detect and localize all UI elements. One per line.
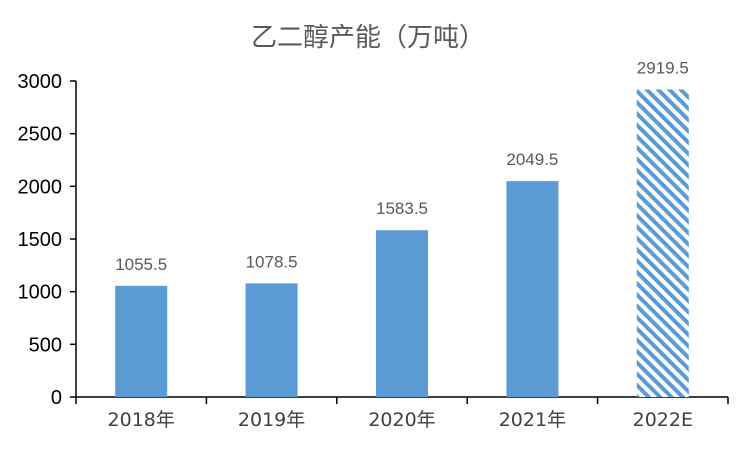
x-category-label: 2021年 (499, 409, 566, 431)
data-label: 1583.5 (376, 199, 428, 218)
y-tick-label: 2500 (18, 124, 63, 146)
x-category-label: 2022E (633, 409, 693, 431)
axes (70, 80, 729, 404)
chart-title: 乙二醇产能（万吨） (251, 23, 485, 53)
bar (506, 181, 559, 397)
x-category-label: 2020年 (368, 409, 435, 431)
bar (115, 285, 168, 397)
y-tick-label: 1000 (18, 282, 63, 304)
y-tick-label: 500 (29, 334, 62, 356)
bars (115, 89, 689, 397)
x-category-label: 2019年 (238, 409, 305, 431)
x-category-label: 2018年 (108, 409, 175, 431)
bar-estimate (636, 89, 689, 397)
y-tick-label: 0 (51, 387, 62, 409)
y-tick-label: 2000 (18, 176, 63, 198)
y-tick-label: 1500 (18, 229, 63, 251)
data-label: 1078.5 (246, 252, 298, 271)
labels: 0 500 1000 1500 2000 2500 3000 2018年 1055.5 2019年… (18, 58, 693, 431)
bar (376, 230, 428, 397)
y-tick-label: 3000 (18, 71, 63, 93)
data-label: 2049.5 (506, 150, 558, 169)
data-label: 1055.5 (115, 255, 167, 274)
data-label: 2919.5 (637, 58, 689, 77)
bar (245, 283, 298, 397)
